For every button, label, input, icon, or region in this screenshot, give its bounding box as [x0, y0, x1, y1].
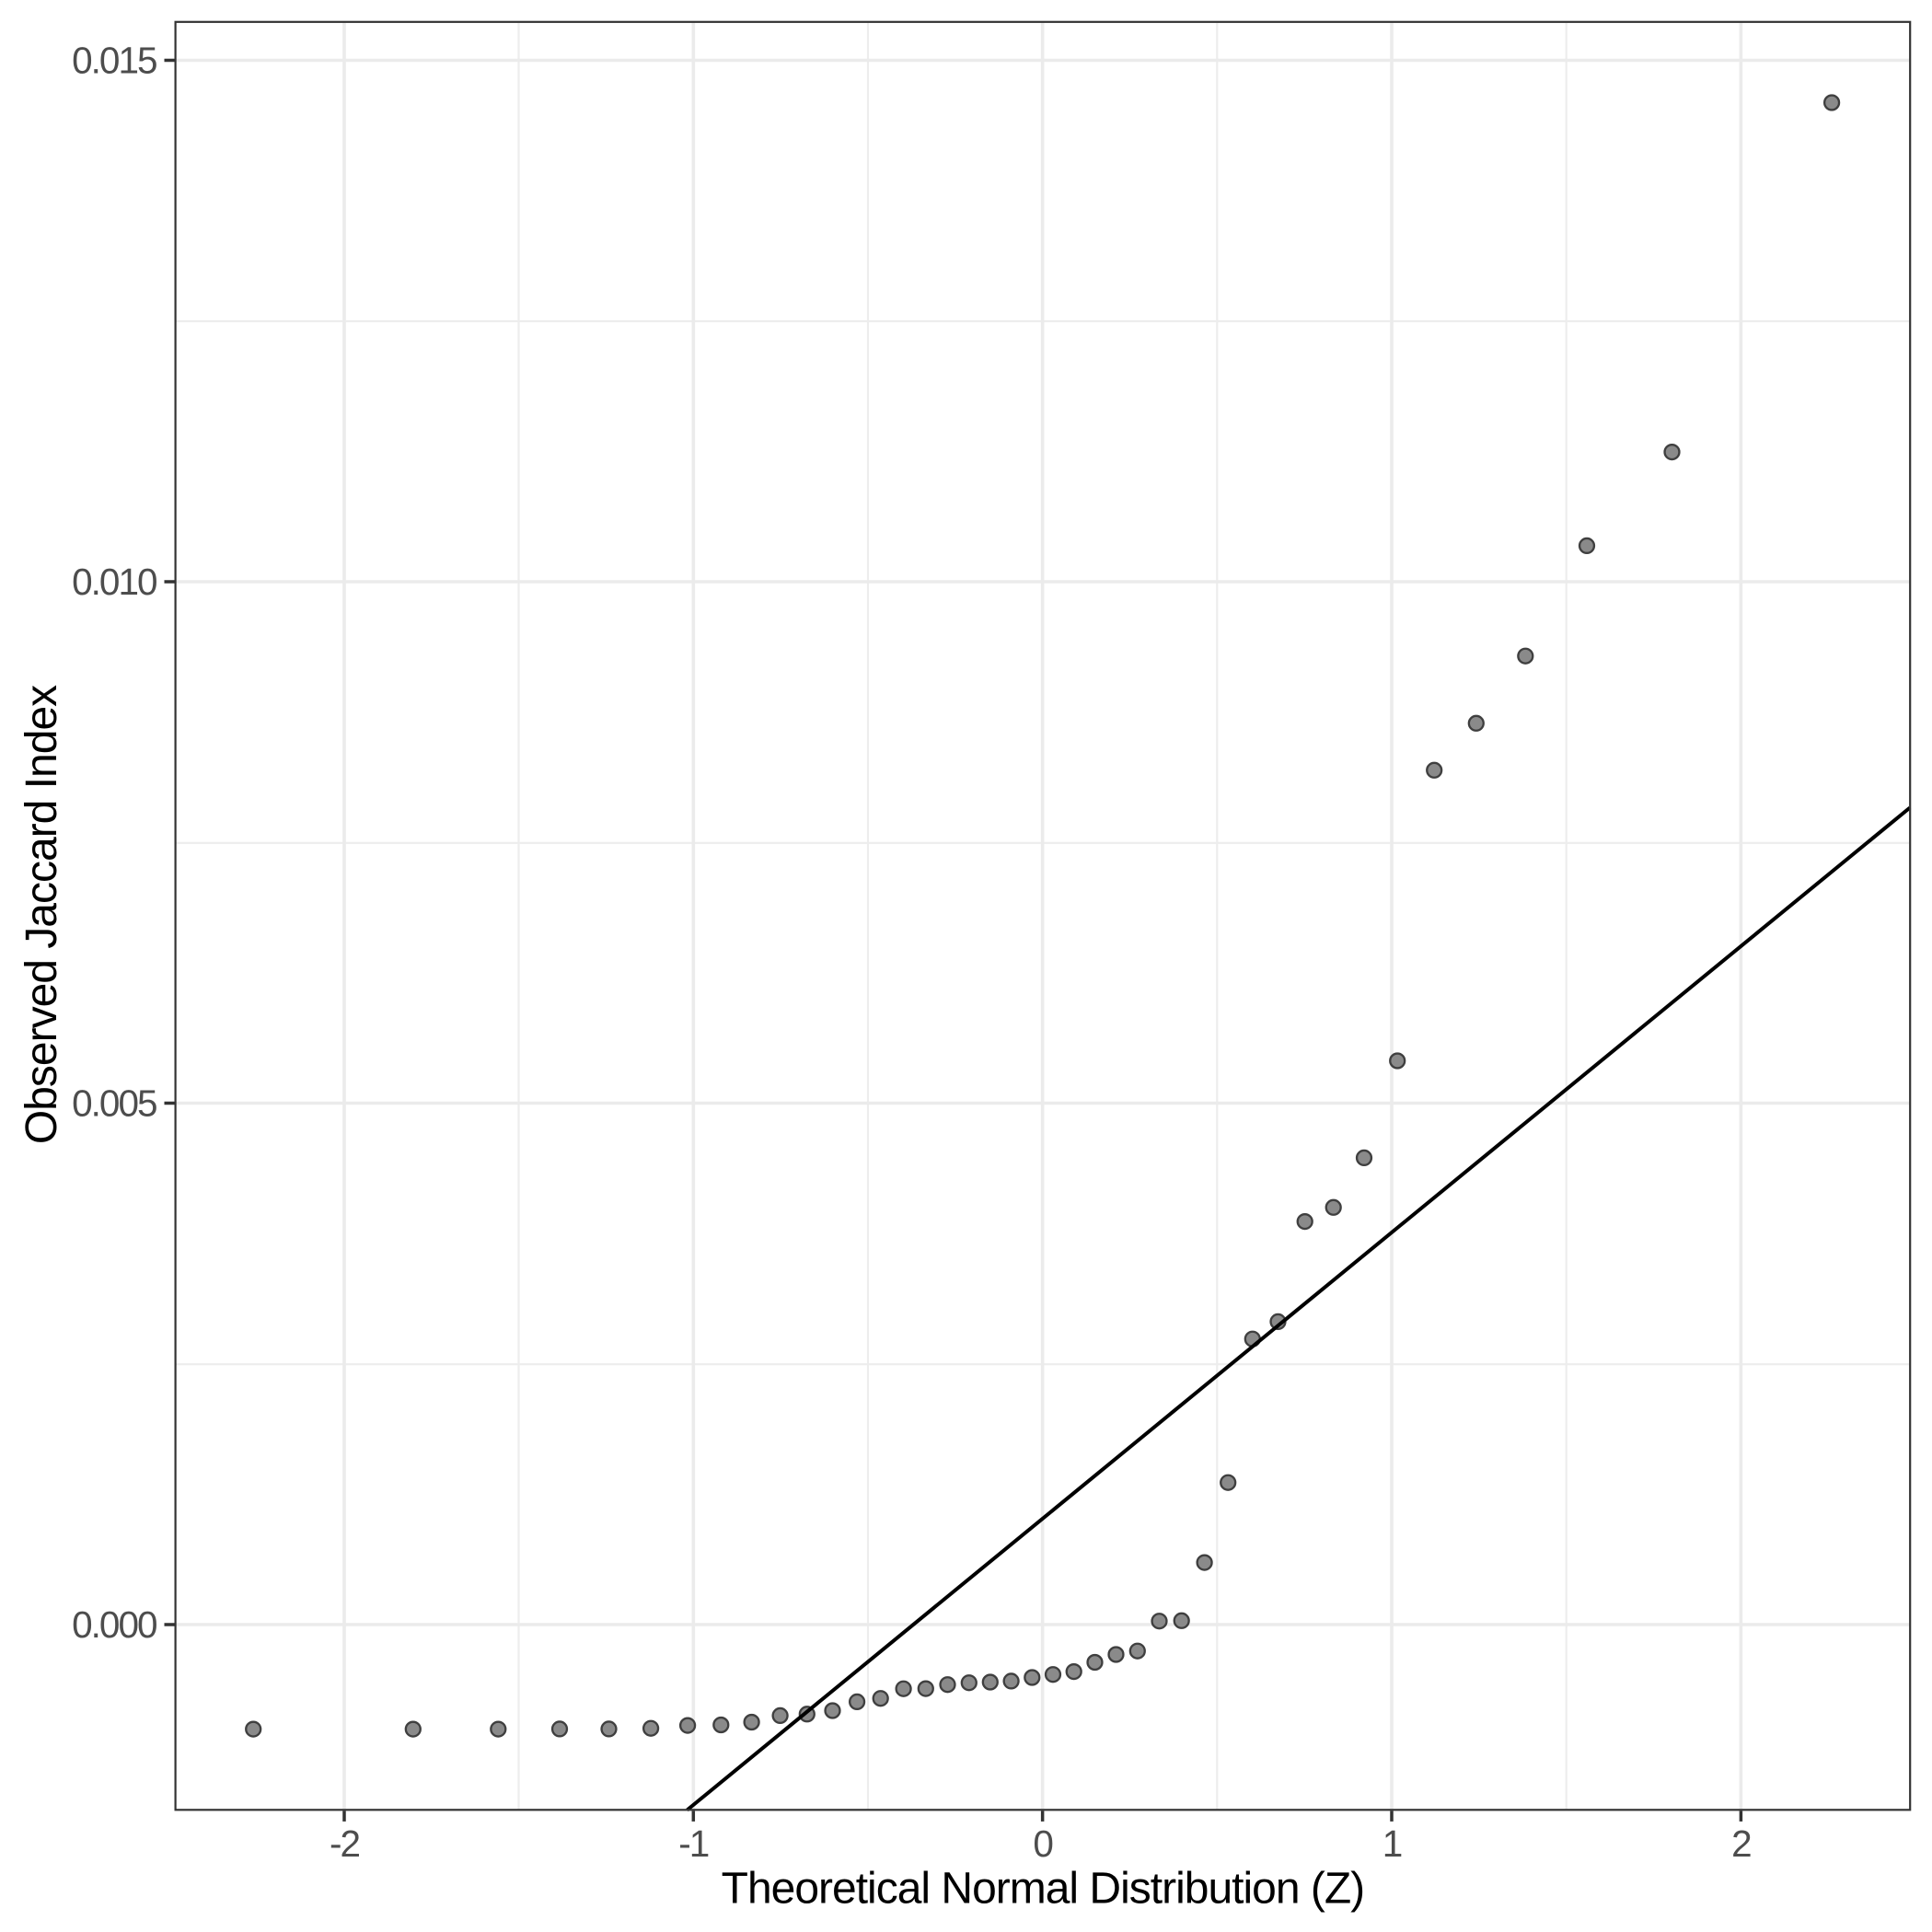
svg-text:-2: -2	[330, 1822, 359, 1865]
svg-text:1: 1	[1382, 1822, 1402, 1865]
svg-text:0.010: 0.010	[72, 561, 156, 603]
svg-text:-1: -1	[678, 1822, 708, 1865]
svg-text:Observed Jaccard Index: Observed Jaccard Index	[17, 685, 66, 1144]
svg-text:0.015: 0.015	[72, 40, 156, 82]
svg-text:0.000: 0.000	[72, 1603, 156, 1646]
svg-text:Theoretical Normal Distributio: Theoretical Normal Distribution (Z)	[722, 1865, 1365, 1914]
svg-text:0: 0	[1033, 1822, 1052, 1865]
svg-text:0.005: 0.005	[72, 1082, 156, 1125]
svg-text:2: 2	[1731, 1822, 1751, 1865]
